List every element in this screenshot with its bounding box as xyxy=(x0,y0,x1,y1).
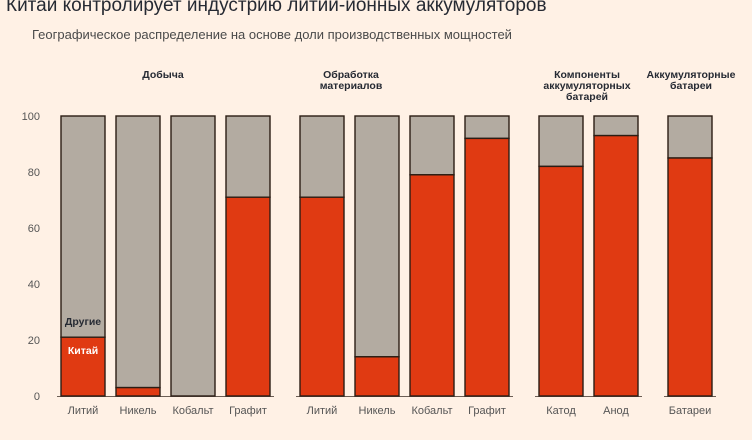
bar-other xyxy=(115,115,161,389)
bar-china xyxy=(538,165,584,397)
bar-china xyxy=(299,196,345,397)
group-title: материалов xyxy=(320,80,383,92)
bar-china xyxy=(354,356,400,397)
category-label: Никель xyxy=(359,405,396,417)
group-title: аккумуляторных xyxy=(543,80,630,92)
y-tick-label: 60 xyxy=(28,223,40,235)
bar-china xyxy=(115,386,161,397)
group-title: Компоненты xyxy=(554,69,620,81)
bar-china xyxy=(409,174,455,397)
y-tick-label: 80 xyxy=(28,167,40,179)
bar-china xyxy=(60,336,106,397)
category-label: Графит xyxy=(468,405,506,417)
group-title: Обработка xyxy=(323,69,379,81)
series-label-china: Китай xyxy=(68,345,98,357)
group-title: батарей xyxy=(566,91,608,103)
category-label: Кобальт xyxy=(172,405,213,417)
bar-other xyxy=(225,115,271,198)
group-title: батареи xyxy=(670,80,712,92)
category-label: Катод xyxy=(546,405,576,417)
bar-other xyxy=(170,115,216,397)
category-label: Литий xyxy=(307,405,338,417)
chart-subtitle: Географическое распределение на основе д… xyxy=(32,27,512,42)
bar-other xyxy=(299,115,345,198)
y-tick-label: 100 xyxy=(22,111,40,123)
bar-other xyxy=(60,115,106,338)
bar-china xyxy=(225,196,271,397)
bar-china xyxy=(593,134,639,397)
y-tick-label: 20 xyxy=(28,335,40,347)
bar-china xyxy=(464,137,510,397)
y-tick-label: 0 xyxy=(34,391,40,403)
y-tick-label: 40 xyxy=(28,279,40,291)
bar-china xyxy=(667,157,713,397)
bar-other xyxy=(593,115,639,137)
group-title: Добыча xyxy=(142,69,184,81)
category-label: Батареи xyxy=(669,405,712,417)
bar-other xyxy=(354,115,400,358)
bar-other xyxy=(409,115,455,176)
category-label: Никель xyxy=(120,405,157,417)
group-title: Аккумуляторные xyxy=(647,69,736,81)
chart-title: Китаи контролирует индустрию литии-ионны… xyxy=(6,0,547,16)
category-label: Литий xyxy=(68,405,99,417)
series-label-other: Другие xyxy=(65,316,101,328)
category-label: Анод xyxy=(603,405,629,417)
category-label: Кобальт xyxy=(411,405,452,417)
category-label: Графит xyxy=(229,405,267,417)
bar-other xyxy=(667,115,713,159)
bar-other xyxy=(464,115,510,140)
bar-other xyxy=(538,115,584,168)
